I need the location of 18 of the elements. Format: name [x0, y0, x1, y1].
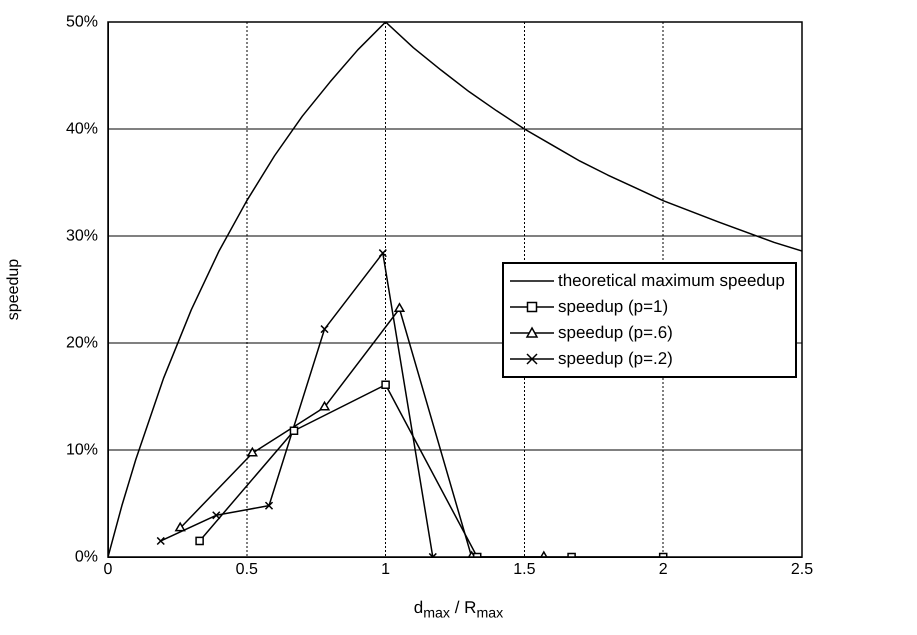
x-axis-title: d$_{max}$ / R$_{max}$: [412, 598, 504, 622]
y-tick-label: 20%: [66, 334, 98, 352]
x-tick-label: 2.5: [790, 561, 814, 578]
x-tick-label: 2: [658, 561, 668, 578]
legend-label: speedup (p=.2): [558, 349, 673, 369]
x-tick-label: 0.5: [236, 561, 258, 578]
y-tick-label: 50%: [66, 13, 98, 30]
legend-label: speedup (p=.6): [558, 323, 673, 343]
x-tick-label: 1.5: [513, 561, 536, 578]
y-tick-label: 30%: [66, 227, 98, 244]
legend-label: speedup (p=1): [558, 297, 668, 317]
legend-label: theoretical maximum speedup: [558, 271, 785, 291]
y-axis-title: speedup: [5, 258, 22, 320]
y-tick-label: 0%: [74, 548, 98, 566]
y-tick-label: 40%: [66, 120, 98, 138]
x-tick-label: 0: [104, 561, 113, 578]
y-tick-label: 10%: [66, 441, 98, 458]
x-tick-label: 1: [381, 561, 390, 578]
